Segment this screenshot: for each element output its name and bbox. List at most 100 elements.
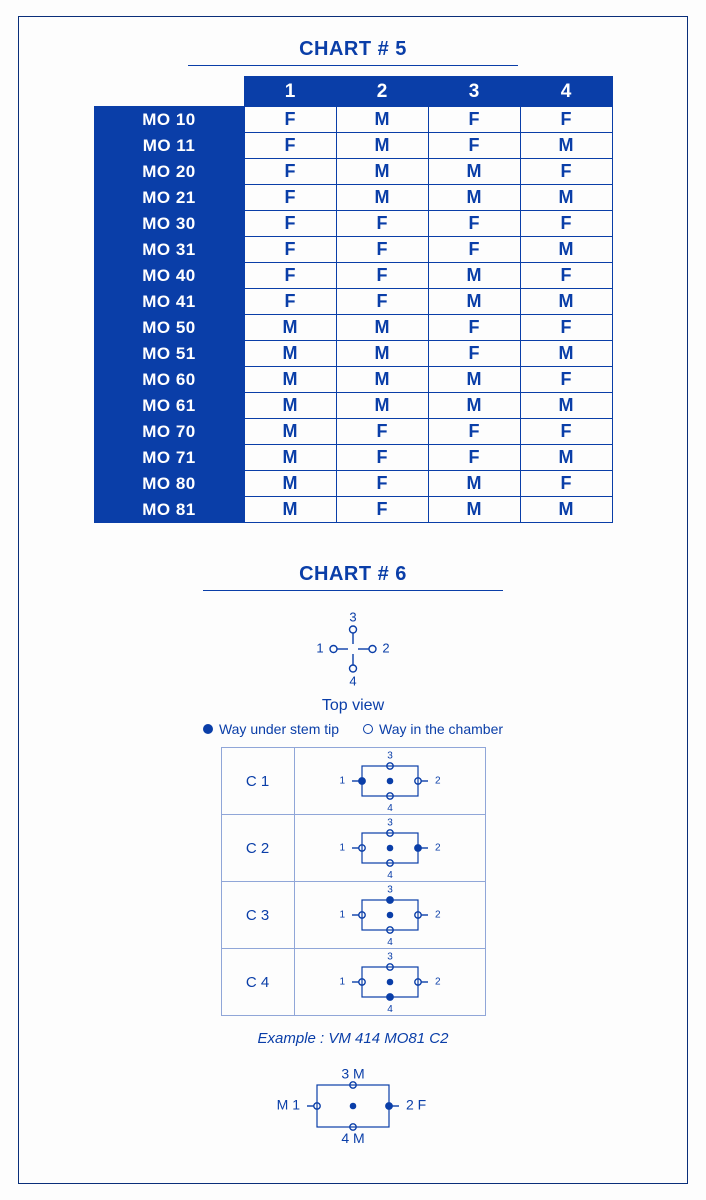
chart5-title: CHART # 5 <box>40 38 666 61</box>
chart5-cell: M <box>244 445 336 471</box>
chart6-row: C 41234 <box>221 949 485 1016</box>
chart5-cell: F <box>244 107 336 133</box>
svg-text:M 1: M 1 <box>277 1097 301 1113</box>
legend-dot-open-icon <box>363 724 373 734</box>
chart5-cell: F <box>520 211 612 237</box>
chart5-cell: M <box>520 133 612 159</box>
chart5-cell: F <box>336 263 428 289</box>
chart5-cell: F <box>244 133 336 159</box>
chart5-cell: F <box>428 211 520 237</box>
chart6-legend: Way under stem tip Way in the chamber <box>203 721 503 737</box>
chart5-table-wrap: 1234MO 10FMFFMO 11FMFMMO 20FMMFMO 21FMMM… <box>40 76 666 523</box>
chart5-row-label: MO 81 <box>94 497 244 523</box>
chart5-row: MO 30FFFF <box>94 211 612 237</box>
svg-text:1: 1 <box>339 910 345 921</box>
chart5-row: MO 81MFMM <box>94 497 612 523</box>
chart5-row-label: MO 40 <box>94 263 244 289</box>
chart5-cell: M <box>428 393 520 419</box>
chart5-cell: F <box>428 445 520 471</box>
chart5-cell: F <box>244 159 336 185</box>
chart5-cell: M <box>244 341 336 367</box>
chart5-title-underline <box>188 65 518 66</box>
chart5-cell: M <box>336 315 428 341</box>
chart5-table: 1234MO 10FMFFMO 11FMFMMO 20FMMFMO 21FMMM… <box>94 76 613 523</box>
chart5-cell: F <box>428 315 520 341</box>
chart6-row-label: C 3 <box>221 882 294 949</box>
chart5-cell: M <box>244 393 336 419</box>
chart5-cell: F <box>520 315 612 341</box>
chart5-cell: M <box>336 133 428 159</box>
chart6-row-label: C 2 <box>221 815 294 882</box>
chart5-cell: M <box>244 367 336 393</box>
chart5-cell: M <box>520 289 612 315</box>
svg-text:4: 4 <box>349 673 356 688</box>
chart5-cell: F <box>336 497 428 523</box>
svg-text:4 M: 4 M <box>341 1130 364 1146</box>
chart5-cell: M <box>336 185 428 211</box>
chart5-cell: M <box>428 367 520 393</box>
chart6-row-diagram: 1234 <box>294 949 485 1016</box>
svg-text:3 M: 3 M <box>341 1066 364 1082</box>
svg-text:3: 3 <box>387 751 393 761</box>
chart5-cell: F <box>336 237 428 263</box>
chart5-cell: F <box>336 445 428 471</box>
chart5-cell: M <box>520 341 612 367</box>
chart5-row: MO 71MFFM <box>94 445 612 471</box>
chart5-row: MO 40FFMF <box>94 263 612 289</box>
svg-text:4: 4 <box>387 803 393 811</box>
chart6-title-underline <box>203 590 503 591</box>
svg-text:2 F: 2 F <box>406 1097 426 1113</box>
chart5-cell: F <box>520 263 612 289</box>
chart5-cell: F <box>336 419 428 445</box>
chart5-row-label: MO 61 <box>94 393 244 419</box>
chart6-topview-label: Top view <box>322 697 384 715</box>
chart5-cell: M <box>520 497 612 523</box>
chart5-cell: M <box>336 341 428 367</box>
chart5-column-header: 1 <box>244 77 336 107</box>
chart5-row: MO 31FFFM <box>94 237 612 263</box>
chart5-cell: M <box>428 471 520 497</box>
chart5-row: MO 21FMMM <box>94 185 612 211</box>
svg-text:3: 3 <box>387 885 393 895</box>
svg-text:3: 3 <box>387 818 393 828</box>
svg-text:2: 2 <box>435 910 441 921</box>
chart5-row: MO 60MMMF <box>94 367 612 393</box>
chart5-cell: M <box>428 159 520 185</box>
chart5-cell: F <box>244 237 336 263</box>
chart6-topview-diagram: 3412 <box>273 599 433 697</box>
chart5-cell: F <box>244 185 336 211</box>
svg-text:3: 3 <box>349 609 356 624</box>
topview-svg: 3412 <box>273 599 433 697</box>
svg-text:2: 2 <box>382 640 389 655</box>
chart5-row: MO 50MMFF <box>94 315 612 341</box>
chart5-row: MO 10FMFF <box>94 107 612 133</box>
legend-text-filled: Way under stem tip <box>219 721 339 737</box>
chart5-cell: M <box>244 471 336 497</box>
chart5-row: MO 20FMMF <box>94 159 612 185</box>
svg-text:2: 2 <box>435 843 441 854</box>
chart5-cell: M <box>244 419 336 445</box>
chart6-example-label: Example : VM 414 MO81 C2 <box>258 1030 449 1047</box>
chart5-cell: F <box>520 367 612 393</box>
chart6-row-diagram: 1234 <box>294 815 485 882</box>
chart5-cell: M <box>520 237 612 263</box>
chart5-cell: F <box>428 237 520 263</box>
legend-item-open: Way in the chamber <box>363 721 503 737</box>
chart5-cell: F <box>244 211 336 237</box>
chart5-cell: M <box>336 367 428 393</box>
chart6-row-diagram: 1234 <box>294 748 485 815</box>
chart6-example-diagram: M 1 2 F 3 M 4 M <box>253 1051 453 1161</box>
chart5-cell: M <box>428 289 520 315</box>
svg-text:2: 2 <box>435 977 441 988</box>
svg-text:4: 4 <box>387 870 393 878</box>
chart5-row: MO 51MMFM <box>94 341 612 367</box>
chart5-cell: F <box>520 471 612 497</box>
chart5-cell: F <box>336 471 428 497</box>
svg-text:2: 2 <box>435 776 441 787</box>
chart5-cell: M <box>336 107 428 133</box>
legend-text-open: Way in the chamber <box>379 721 503 737</box>
chart5-cell: M <box>428 185 520 211</box>
chart5-cell: F <box>428 341 520 367</box>
chart5-cell: M <box>336 159 428 185</box>
chart5-cell: F <box>520 107 612 133</box>
